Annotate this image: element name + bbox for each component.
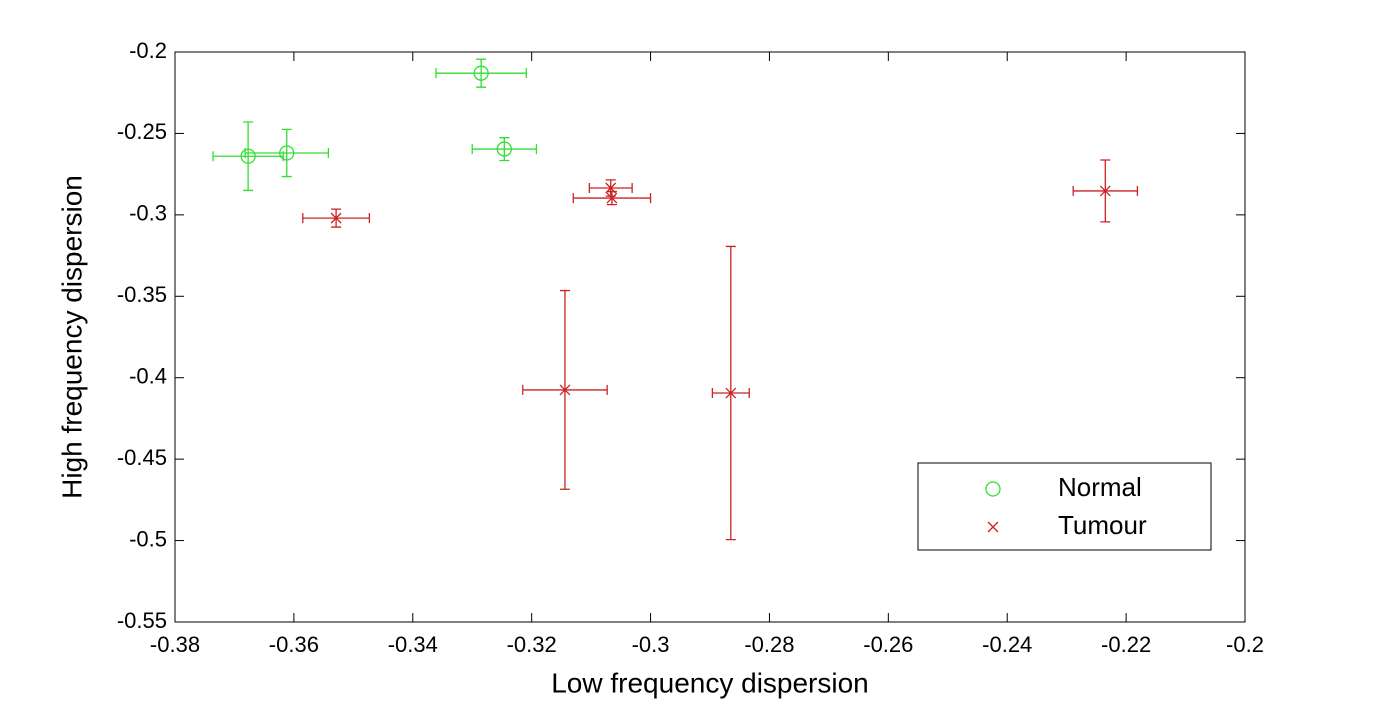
y-error-bar bbox=[243, 121, 254, 192]
point bbox=[606, 192, 618, 204]
point bbox=[279, 145, 295, 161]
x-tick-label: -0.2 bbox=[1226, 632, 1264, 657]
point bbox=[473, 65, 489, 81]
legend-label: Normal bbox=[1058, 472, 1142, 502]
x-tick-label: -0.38 bbox=[150, 632, 200, 657]
y-tick-label: -0.25 bbox=[117, 119, 167, 144]
x-tick-label: -0.32 bbox=[507, 632, 557, 657]
x-axis-label: Low frequency dispersion bbox=[551, 667, 869, 698]
x-tick-label: -0.26 bbox=[863, 632, 913, 657]
plot-frame bbox=[174, 51, 1246, 623]
y-tick-label: -0.45 bbox=[117, 445, 167, 470]
y-tick-label: -0.4 bbox=[129, 364, 167, 389]
legend-box bbox=[917, 462, 1212, 551]
x-tick-label: -0.36 bbox=[269, 632, 319, 657]
point bbox=[559, 384, 571, 396]
y-tick-label: -0.35 bbox=[117, 282, 167, 307]
legend-marker bbox=[985, 481, 1001, 497]
legend-marker bbox=[987, 521, 999, 533]
y-tick-label: -0.3 bbox=[129, 201, 167, 226]
y-tick-label: -0.55 bbox=[117, 608, 167, 633]
y-error-bar bbox=[281, 128, 292, 178]
point bbox=[725, 387, 737, 399]
x-tick-label: -0.3 bbox=[632, 632, 670, 657]
x-tick-label: -0.34 bbox=[388, 632, 438, 657]
legend-label: Tumour bbox=[1058, 510, 1147, 540]
y-tick-label: -0.2 bbox=[129, 38, 167, 63]
point bbox=[1099, 185, 1111, 197]
point bbox=[496, 141, 512, 157]
y-error-bar bbox=[476, 58, 487, 88]
y-tick-label: -0.5 bbox=[129, 526, 167, 551]
point bbox=[330, 212, 342, 224]
x-tick-label: -0.24 bbox=[982, 632, 1032, 657]
point bbox=[240, 148, 256, 164]
y-axis-label: High frequency dispersion bbox=[56, 175, 87, 499]
x-tick-label: -0.28 bbox=[744, 632, 794, 657]
x-tick-label: -0.22 bbox=[1101, 632, 1151, 657]
